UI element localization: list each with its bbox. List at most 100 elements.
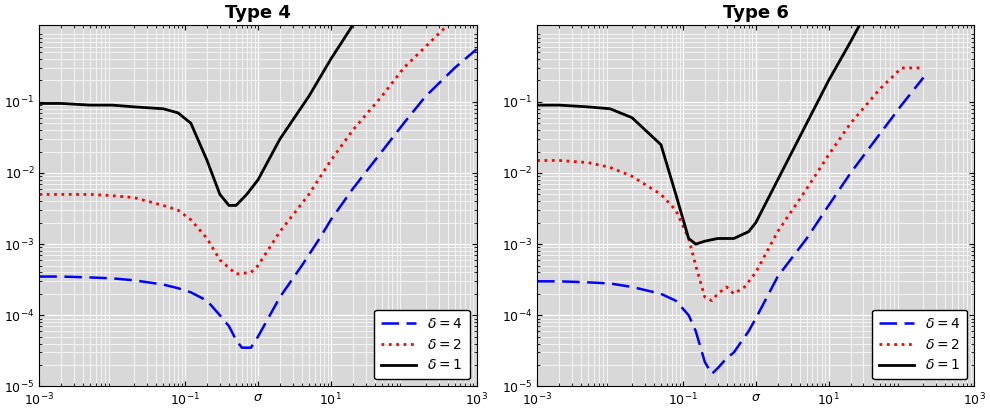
$\delta = 2$	[683, 236, 695, 241]
$\delta = 2$	[325, 158, 337, 163]
$\delta = 2$	[582, 160, 594, 165]
$\delta = 4$	[252, 334, 264, 339]
Legend: $\delta = 4$, $\delta = 2$, $\delta = 1$: $\delta = 4$, $\delta = 2$, $\delta = 1$	[872, 310, 967, 379]
$\delta = 4$	[236, 345, 248, 350]
$\delta = 1$	[274, 137, 286, 142]
$\delta = 1$	[55, 101, 67, 106]
$\delta = 4$	[448, 66, 460, 70]
$\delta = 2$	[420, 44, 432, 49]
$\delta = 1$	[185, 121, 197, 126]
$\delta = 2$	[749, 270, 761, 275]
$\delta = 2$	[823, 152, 835, 157]
$\delta = 1$	[655, 142, 667, 147]
$\delta = 1$	[214, 192, 226, 197]
$\delta = 4$	[683, 313, 695, 318]
$\delta = 4$	[325, 217, 337, 222]
$\delta = 2$	[699, 295, 711, 300]
$\delta = 4$	[245, 345, 256, 350]
$\delta = 4$	[532, 279, 544, 284]
$\delta = 1$	[346, 23, 358, 28]
$\delta = 4$	[728, 350, 740, 355]
$\delta = 2$	[346, 128, 358, 133]
$\delta = 1$	[84, 103, 96, 108]
$\delta = 2$	[844, 121, 856, 126]
$\delta = 2$	[274, 229, 286, 234]
$\delta = 2$	[918, 66, 930, 70]
$\delta = 2$	[214, 258, 226, 262]
$\delta = 4$	[699, 360, 711, 365]
$\delta = 1$	[690, 242, 702, 247]
$\delta = 1$	[582, 104, 594, 109]
$\delta = 4$	[230, 337, 242, 342]
$\delta = 1$	[532, 103, 544, 108]
$\delta = 2$	[84, 192, 96, 197]
$\delta = 4$	[55, 274, 67, 279]
$\delta = 4$	[84, 275, 96, 280]
$\delta = 4$	[157, 282, 169, 287]
$\delta = 2$	[712, 291, 724, 296]
$\delta = 4$	[604, 281, 616, 286]
$\delta = 4$	[721, 356, 733, 360]
$\delta = 2$	[721, 284, 733, 289]
$\delta = 4$	[655, 291, 667, 296]
$\delta = 4$	[296, 263, 308, 268]
$\delta = 2$	[448, 16, 460, 21]
Line: $\delta = 4$: $\delta = 4$	[40, 49, 476, 348]
$\delta = 1$	[742, 229, 754, 234]
$\delta = 4$	[34, 274, 46, 279]
$\delta = 4$	[470, 47, 482, 52]
$\delta = 1$	[670, 192, 682, 197]
$\delta = 2$	[604, 165, 616, 170]
Line: $\delta = 2$: $\delta = 2$	[40, 0, 476, 274]
$\delta = 2$	[772, 229, 784, 234]
$\delta = 2$	[739, 284, 750, 289]
$\delta = 1$	[157, 106, 169, 111]
$\delta = 4$	[376, 149, 388, 154]
$\delta = 4$	[918, 75, 930, 80]
$\delta = 4$	[801, 236, 813, 241]
$\delta = 2$	[873, 87, 885, 92]
$\delta = 1$	[230, 203, 242, 208]
$\delta = 4$	[582, 280, 594, 285]
$\delta = 2$	[655, 192, 667, 197]
$\delta = 4$	[398, 121, 410, 126]
$\delta = 1$	[303, 94, 315, 99]
$\delta = 4$	[749, 316, 761, 321]
$\delta = 2$	[728, 291, 740, 296]
$\delta = 2$	[801, 186, 813, 191]
$\delta = 2$	[532, 158, 544, 163]
$\delta = 1$	[801, 121, 813, 126]
$\delta = 2$	[553, 158, 565, 163]
$\delta = 4$	[185, 290, 197, 295]
$\delta = 4$	[106, 276, 118, 281]
$\delta = 1$	[699, 239, 711, 243]
$\delta = 4$	[420, 94, 432, 99]
$\delta = 4$	[844, 171, 856, 176]
$\delta = 4$	[690, 328, 702, 333]
$\delta = 2$	[706, 298, 718, 303]
$\delta = 4$	[172, 286, 184, 291]
$\delta = 4$	[274, 295, 286, 300]
$\delta = 2$	[896, 66, 908, 70]
$\delta = 2$	[376, 94, 388, 99]
$\delta = 1$	[252, 178, 264, 183]
$\delta = 1$	[712, 236, 724, 241]
$\delta = 1$	[553, 103, 565, 108]
$\delta = 2$	[245, 270, 256, 275]
$\delta = 4$	[712, 366, 724, 371]
$\delta = 4$	[873, 132, 885, 137]
$\delta = 1$	[683, 236, 695, 241]
$\delta = 4$	[346, 186, 358, 191]
$\delta = 1$	[241, 192, 252, 197]
$\delta = 1$	[626, 115, 638, 120]
$\delta = 4$	[214, 313, 226, 318]
$\delta = 1$	[325, 56, 337, 61]
$\delta = 2$	[690, 263, 702, 268]
$\delta = 4$	[896, 103, 908, 108]
Line: $\delta = 1$: $\delta = 1$	[538, 0, 952, 244]
$\delta = 2$	[106, 193, 118, 198]
$\delta = 2$	[670, 208, 682, 213]
$\delta = 1$	[201, 158, 213, 163]
Legend: $\delta = 4$, $\delta = 2$, $\delta = 1$: $\delta = 4$, $\delta = 2$, $\delta = 1$	[374, 310, 469, 379]
$\delta = 2$	[626, 174, 638, 179]
